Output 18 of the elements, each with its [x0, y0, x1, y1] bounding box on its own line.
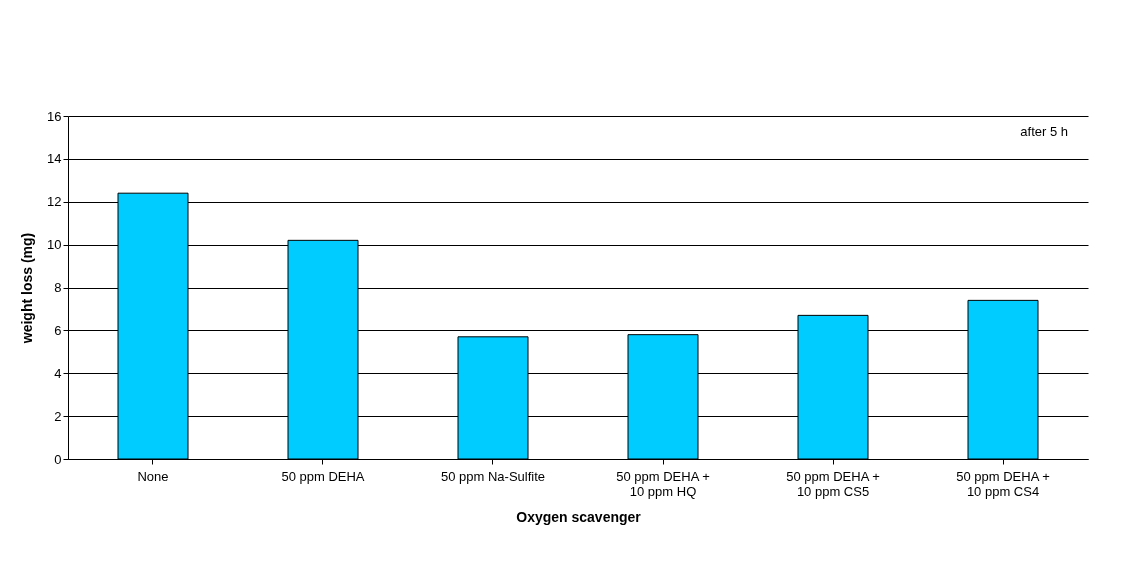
- x-tick-label: None: [137, 468, 169, 484]
- y-axis-title: weight loss (mg): [19, 232, 36, 345]
- x-tick-label: 50 ppm DEHA + 10 ppm CS5: [786, 468, 880, 499]
- y-tick-label: 8: [54, 280, 62, 295]
- y-tick-label: 16: [47, 108, 62, 124]
- x-tick-label: 50 ppm DEHA + 10 ppm HQ: [616, 468, 710, 499]
- x-tick-label: 50 ppm Na-Sulfite: [440, 468, 546, 484]
- x-axis-title: Oxygen scavenger: [516, 508, 642, 525]
- y-tick-label: 4: [54, 365, 62, 381]
- y-tick-label: 14: [47, 151, 62, 167]
- y-tick-label: 0: [54, 451, 62, 467]
- x-tick-label: 50 ppm DEHA: [281, 468, 365, 484]
- y-tick-label: 10: [47, 237, 62, 253]
- x-tick-label: 50 ppm DEHA + 10 ppm CS4: [956, 468, 1050, 499]
- annotation: after 5 h: [1020, 124, 1068, 139]
- y-tick-label: 6: [54, 322, 62, 338]
- y-tick-label: 2: [54, 408, 62, 424]
- y-tick-label: 12: [47, 194, 62, 210]
